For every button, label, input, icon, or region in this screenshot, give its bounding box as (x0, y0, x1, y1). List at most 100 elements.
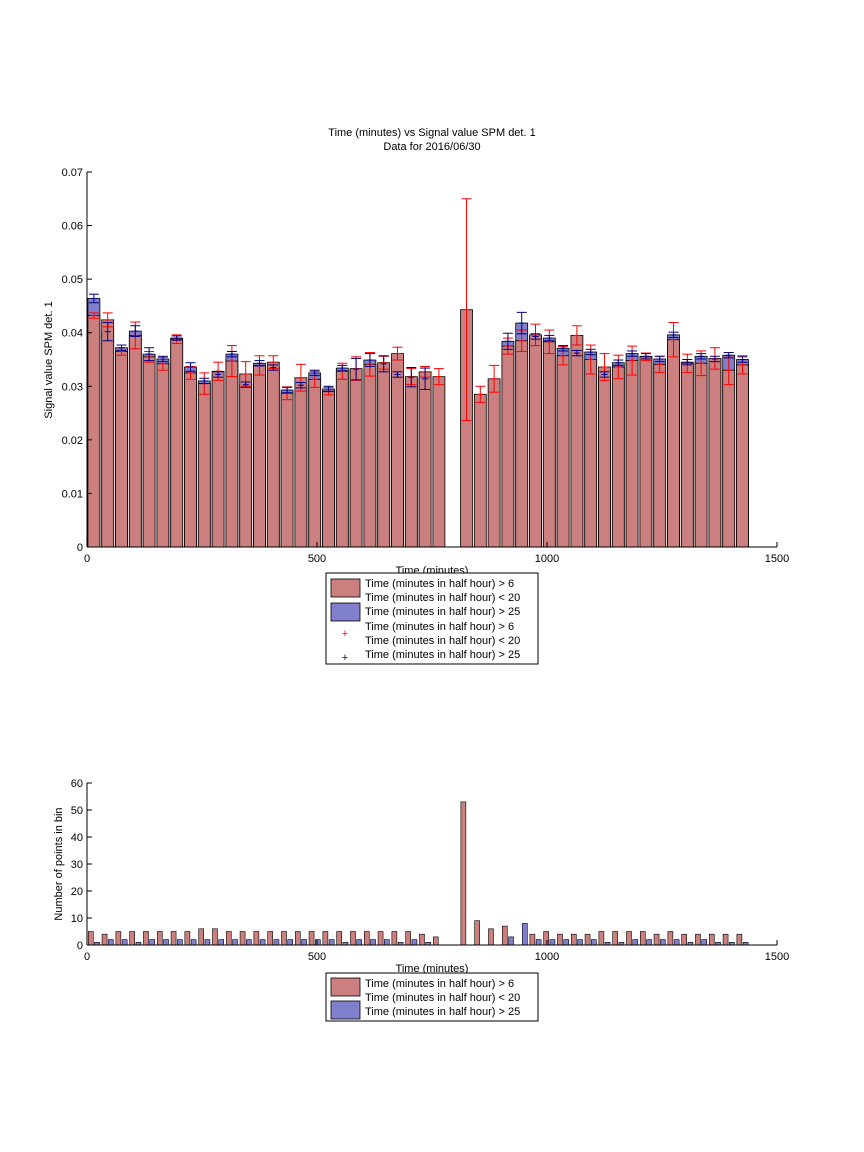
chart1-bar-a (404, 376, 418, 548)
chart1-xtick-label: 1000 (535, 553, 559, 565)
chart1-errorbar-b (585, 348, 596, 356)
chart2-bar-a (557, 933, 563, 946)
chart1-errorbar-b (226, 350, 237, 358)
chart2-bar-a (405, 931, 411, 946)
chart1-errorbar-b (571, 349, 582, 357)
chart2-bar-b (646, 939, 652, 946)
chart1-errorbar-a (723, 355, 734, 386)
chart1-bar-a (584, 359, 598, 548)
chart2-ytick-label: 0 (77, 940, 83, 952)
chart1-bar-a (611, 366, 625, 548)
chart1-errorbar-a (433, 368, 444, 386)
chart2-bar-b (522, 923, 528, 946)
chart1-bar-a (322, 390, 335, 548)
chart2-bar-a (695, 933, 701, 946)
chart1-bar-a (708, 358, 722, 548)
chart1-series-a-bars (87, 309, 749, 548)
chart2-bar-a (308, 931, 315, 946)
chart2-bar-b (301, 939, 307, 946)
chart2-xtick-label: 1500 (765, 951, 789, 963)
chart1-errorbar-b (185, 362, 196, 372)
chart2-bar-a (736, 933, 743, 946)
chart2-bar-a (584, 933, 591, 946)
legend2-label-a-line2: Time (minutes in half hour) < 20 (365, 992, 520, 1004)
legend2-label-a-line1: Time (minutes in half hour) > 6 (365, 978, 514, 990)
legend1-swatch-a (330, 578, 361, 598)
chart1-errorbar-b (378, 355, 389, 373)
chart1-errorbar-b (144, 347, 155, 362)
chart2-bar-b (287, 939, 294, 946)
chart1-errorbar-a (475, 385, 486, 403)
chart2-legend-box (325, 972, 539, 1022)
chart2-bar-b (370, 939, 376, 946)
chart1-bar-a (487, 378, 501, 548)
chart2-bar-a (170, 931, 177, 946)
chart1-bar-a (736, 364, 749, 548)
chart1-errorbar-b (88, 293, 99, 304)
chart2-ytick-label: 20 (71, 886, 83, 898)
chart1-bar-a (653, 363, 667, 548)
chart1-bar-a (363, 363, 377, 548)
chart2-bar-b (246, 939, 252, 946)
chart2-bar-b (508, 936, 514, 946)
chart1-subtitle: Data for 2016/06/30 (383, 141, 480, 153)
chart2-bar-a (336, 931, 342, 946)
chart1-bar-a (556, 355, 570, 548)
chart2-bar-b (218, 939, 225, 946)
chart2-bar-a (239, 931, 246, 946)
chart2-bar-a (653, 933, 660, 946)
chart1-bar-a (211, 370, 225, 548)
chart1-bar-a (501, 345, 515, 548)
legend1-label-a-line2: Time (minutes in half hour) < 20 (365, 592, 520, 604)
chart1-bar-a (239, 373, 253, 548)
chart1-errorbar-a (668, 322, 679, 358)
chart2-bar-b (384, 939, 390, 946)
chart1-ytick-label: 0.03 (62, 381, 83, 393)
chart2-bar-b (163, 939, 169, 946)
chart1-errorbar-b (254, 360, 265, 367)
chart1-bar-a (639, 356, 653, 548)
chart2-bar-b (577, 939, 583, 946)
chart1-ytick-label: 0.04 (62, 328, 83, 340)
chart2-bar-a (543, 931, 549, 946)
chart1-legend: Time (minutes in half hour) > 6 Time (mi… (325, 572, 539, 665)
chart2-bar-a (501, 925, 508, 946)
chart1-errorbar-b (502, 332, 513, 350)
chart1-bar-a (184, 372, 197, 548)
chart1-bar-a (197, 383, 211, 548)
chart1-xtick-label: 0 (84, 553, 90, 565)
legend2-swatch-b (330, 1000, 361, 1020)
chart2-bar-a (626, 931, 632, 946)
chart1-errorbar-b (102, 322, 113, 342)
chart1-errorbar-a (613, 354, 624, 380)
chart2-axes: 0 10 20 30 40 50 60 0 500 1000 1500 (71, 778, 789, 963)
chart2-bar-a (529, 933, 536, 946)
chart2-bar-b (204, 939, 211, 946)
chart1-errorbar-a (226, 345, 237, 378)
chart1-bar-a (722, 369, 736, 548)
chart2-bar-b (108, 939, 114, 946)
chart2-bar-a (115, 931, 122, 946)
chart1-errorbar-b (309, 369, 320, 377)
chart1-bar-a (225, 360, 239, 548)
chart1-errorbar-b (116, 344, 127, 351)
chart1-errorbar-b (392, 371, 403, 378)
chart2-bar-a (184, 931, 191, 946)
chart1-errorbar-b (737, 356, 748, 363)
chart1-xtick-label: 1500 (765, 553, 789, 565)
chart2-bar-b (549, 939, 556, 946)
chart1-ylabel: Signal value SPM det. 1 (43, 301, 55, 418)
legend1-swatch-b (330, 602, 361, 622)
chart1-errorbar-b (668, 331, 679, 339)
chart2-bar-a (432, 936, 439, 946)
chart1-bar-a (87, 315, 101, 548)
chart1-bar-a (253, 364, 266, 548)
chart1-errorbar-a (461, 198, 472, 422)
chart1-xtick-label: 500 (308, 553, 326, 565)
chart2-bar-b (632, 939, 639, 946)
chart1-errorbar-b (530, 333, 541, 340)
chart1-bar-a (170, 338, 184, 548)
chart2-bar-a (474, 920, 480, 946)
chart2-bar-b (563, 939, 570, 946)
